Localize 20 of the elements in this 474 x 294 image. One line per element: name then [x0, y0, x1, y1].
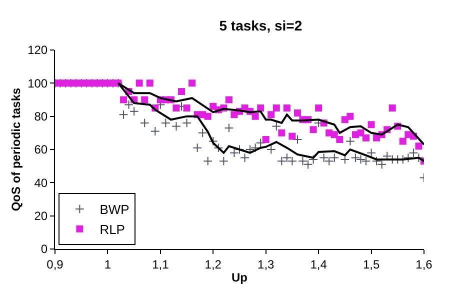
y-tick-label: 40: [34, 176, 48, 190]
y-tick-label: 100: [28, 76, 48, 90]
y-tick-label: 120: [28, 43, 48, 58]
x-tick-label: 1: [104, 257, 112, 272]
chart-title: 5 tasks, si=2: [219, 17, 302, 34]
x-tick-label: 0,9: [46, 257, 64, 272]
y-tick-label: 60: [34, 142, 48, 157]
y-tick-label: 20: [34, 209, 48, 224]
legend-label: BWP: [100, 202, 130, 218]
x-axis-title: Up: [232, 270, 248, 284]
x-tick-label: 1,5: [362, 257, 380, 272]
x-tick-label: 1,3: [258, 257, 275, 272]
y-tick-label: 0: [40, 242, 48, 256]
x-tick-label: 1,4: [310, 257, 328, 272]
y-tick-label: 80: [34, 110, 48, 124]
y-axis-title: QoS of periodic tasks: [8, 88, 23, 212]
x-tick-label: 1,6: [416, 257, 433, 272]
legend-label: RLP: [100, 222, 125, 237]
x-tick-label: 1,2: [204, 257, 222, 272]
x-tick-label: 1,1: [152, 257, 170, 272]
